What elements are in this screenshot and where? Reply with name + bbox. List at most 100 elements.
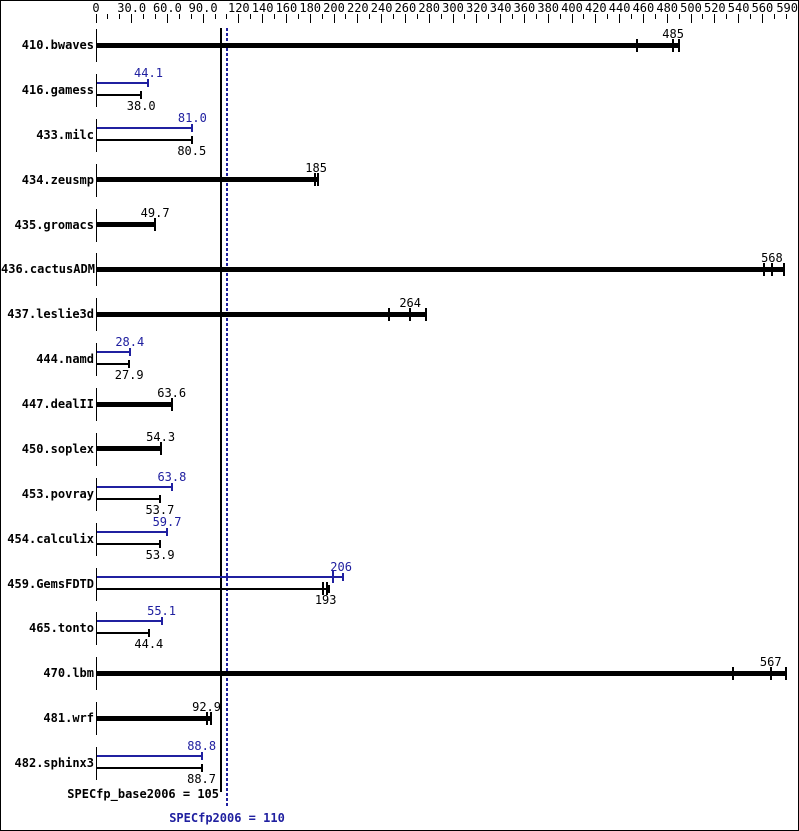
axis-tick-label: 180 xyxy=(299,1,322,15)
axis-tick-major xyxy=(476,14,478,23)
bar-value-label: 80.5 xyxy=(177,143,207,158)
axis-tick-label: 420 xyxy=(584,1,607,15)
bar-run-mark xyxy=(636,38,639,52)
base-summary-label: SPECfp_base2006 = 105 xyxy=(67,787,219,801)
benchmark-label: 410.bwaves xyxy=(21,38,94,52)
bar-end-cap xyxy=(327,584,330,593)
axis-tick-major xyxy=(238,14,240,23)
bar-value-label: 49.7 xyxy=(140,206,170,220)
bar-end-cap xyxy=(191,123,194,132)
bar-end-cap xyxy=(159,442,162,456)
axis-tick-minor xyxy=(583,14,585,19)
bar-single xyxy=(97,715,211,721)
bar-single xyxy=(97,446,161,452)
axis-tick-label: 240 xyxy=(370,1,393,15)
axis-tick-major xyxy=(523,14,525,23)
ref-line-base xyxy=(219,28,222,792)
bar-end-cap xyxy=(170,397,173,411)
axis-tick-minor xyxy=(226,14,228,19)
bar-base xyxy=(97,632,149,635)
axis-tick-label: 590 xyxy=(776,1,799,15)
row-axis-bracket xyxy=(96,298,97,332)
axis-tick-label: 500 xyxy=(680,1,702,15)
bar-base xyxy=(97,93,142,96)
bar-base xyxy=(97,497,160,500)
bar-end-cap xyxy=(209,711,212,725)
axis-tick-minor xyxy=(773,14,775,19)
benchmark-label: 434.zeusmp xyxy=(21,172,94,187)
axis-tick-major xyxy=(381,14,383,23)
bar-end-cap xyxy=(678,38,681,52)
axis-tick-minor xyxy=(274,14,275,19)
row-axis-bracket xyxy=(96,208,97,242)
bar-single xyxy=(97,42,680,48)
benchmark-label: 436.cactusADM xyxy=(1,262,95,277)
axis-tick-label: 280 xyxy=(418,1,441,15)
benchmark-label: 447.dealII xyxy=(21,397,94,411)
axis-tick-minor xyxy=(107,14,109,19)
bar-end-cap xyxy=(154,218,157,231)
bar-run-mark xyxy=(672,38,675,52)
bar-end-cap xyxy=(147,629,150,638)
axis-tick-minor xyxy=(488,14,490,19)
bar-value-label: 63.8 xyxy=(157,469,187,484)
axis-tick-major xyxy=(452,14,454,23)
row-axis-bracket xyxy=(96,343,97,377)
bar-run-mark xyxy=(770,262,773,276)
benchmark-label: 450.soplex xyxy=(21,441,94,456)
bar-peak xyxy=(97,351,130,354)
axis-tick-major xyxy=(500,14,502,23)
bar-end-cap xyxy=(190,135,193,144)
benchmark-label: 481.wrf xyxy=(43,711,94,726)
axis-tick-major xyxy=(95,14,97,23)
axis-tick-major xyxy=(202,14,204,23)
axis-tick-major xyxy=(131,14,133,23)
bar-end-cap xyxy=(166,527,169,536)
benchmark-label: 459.GemsFDTD xyxy=(7,576,94,591)
bar-value-label: 44.1 xyxy=(134,65,163,80)
row-axis-bracket xyxy=(96,118,97,152)
axis-tick-minor xyxy=(785,14,787,19)
row-axis-bracket xyxy=(96,253,97,287)
axis-tick-label: 340 xyxy=(489,1,512,15)
bar-value-label: 185 xyxy=(305,161,327,176)
axis-tick-major xyxy=(547,14,549,23)
bar-end-cap xyxy=(341,572,344,581)
bar-end-cap xyxy=(140,90,143,99)
benchmark-label: 444.namd xyxy=(36,352,94,367)
axis-tick-minor xyxy=(654,14,656,19)
bar-base xyxy=(97,587,329,590)
row-axis-bracket xyxy=(96,73,97,107)
axis-tick-label: 140 xyxy=(251,1,274,15)
axis-tick-major xyxy=(571,14,573,23)
bar-single xyxy=(97,266,784,272)
bar-value-label: 38.0 xyxy=(126,98,156,113)
benchmark-label: 433.milc xyxy=(36,127,94,142)
axis-tick-minor xyxy=(535,14,537,19)
axis-tick-label: 300 xyxy=(442,1,464,15)
row-axis-bracket xyxy=(96,432,97,466)
row-axis-bracket xyxy=(96,388,97,421)
bar-peak xyxy=(97,485,172,488)
bar-value-label: 27.9 xyxy=(114,368,144,383)
axis-tick-minor xyxy=(143,14,145,19)
row-axis-bracket xyxy=(96,163,97,197)
axis-tick-minor xyxy=(190,14,192,19)
axis-tick-major xyxy=(357,14,359,23)
axis-tick-minor xyxy=(155,14,156,19)
bar-end-cap xyxy=(147,78,150,87)
bar-value-label: 264 xyxy=(399,295,421,310)
axis-tick-minor xyxy=(440,14,442,19)
bar-base xyxy=(97,767,202,769)
benchmark-label: 437.leslie3d xyxy=(7,307,94,322)
bar-value-label: 568 xyxy=(761,250,783,265)
row-axis-bracket xyxy=(96,702,97,736)
bar-run-mark xyxy=(325,582,328,595)
bar-base xyxy=(97,138,192,141)
axis-tick-major xyxy=(285,14,287,23)
bar-peak xyxy=(97,755,202,757)
axis-tick-major xyxy=(309,14,311,23)
benchmark-label: 470.lbm xyxy=(43,666,94,681)
bar-run-mark xyxy=(332,570,335,583)
